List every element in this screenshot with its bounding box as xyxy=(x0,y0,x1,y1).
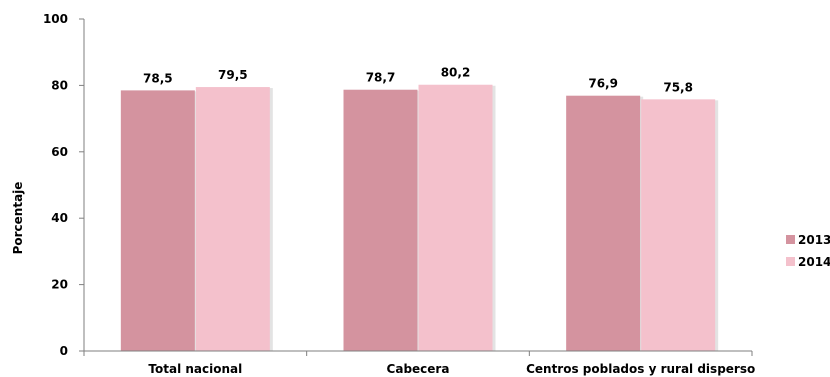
data-label: 78,7 xyxy=(366,71,396,85)
legend-label: 2013 xyxy=(798,233,830,247)
data-label: 75,8 xyxy=(663,80,693,94)
data-labels: 78,5 79,5 78,7 80,2 76,9 75,8 xyxy=(143,66,693,95)
y-tick-label: 20 xyxy=(51,278,68,292)
y-tick-label: 40 xyxy=(51,211,68,225)
bar-2014-1 xyxy=(418,84,493,352)
data-label: 76,9 xyxy=(588,77,618,91)
y-axis-ticks: 0 20 40 60 80 100 xyxy=(43,12,84,358)
y-tick-label: 0 xyxy=(60,344,68,358)
legend-swatch-2013 xyxy=(786,235,795,244)
bar-2014-2 xyxy=(641,99,716,352)
data-label: 78,5 xyxy=(143,71,173,85)
data-label: 80,2 xyxy=(441,66,471,80)
y-axis-title: Porcentaje xyxy=(11,182,25,255)
legend-swatch-2014 xyxy=(786,257,795,266)
y-tick-label: 60 xyxy=(51,145,68,159)
x-category-label: Total nacional xyxy=(148,362,242,376)
y-tick-label: 80 xyxy=(51,78,68,92)
x-axis-labels: Total nacional Cabecera Centros poblados y… xyxy=(83,351,755,376)
legend: 2013 2014 xyxy=(786,233,830,269)
bar-2013-0 xyxy=(120,90,195,351)
y-tick-label: 100 xyxy=(43,12,68,26)
bar-2013-1 xyxy=(343,89,418,351)
bar-2014-0 xyxy=(195,87,270,351)
legend-label: 2014 xyxy=(798,255,830,269)
x-category-label: Cabecera xyxy=(387,362,450,376)
bars xyxy=(120,84,719,352)
bar-2013-2 xyxy=(566,95,641,351)
data-label: 79,5 xyxy=(218,68,248,82)
x-category-label: Centros poblados y rural disperso xyxy=(526,362,755,376)
